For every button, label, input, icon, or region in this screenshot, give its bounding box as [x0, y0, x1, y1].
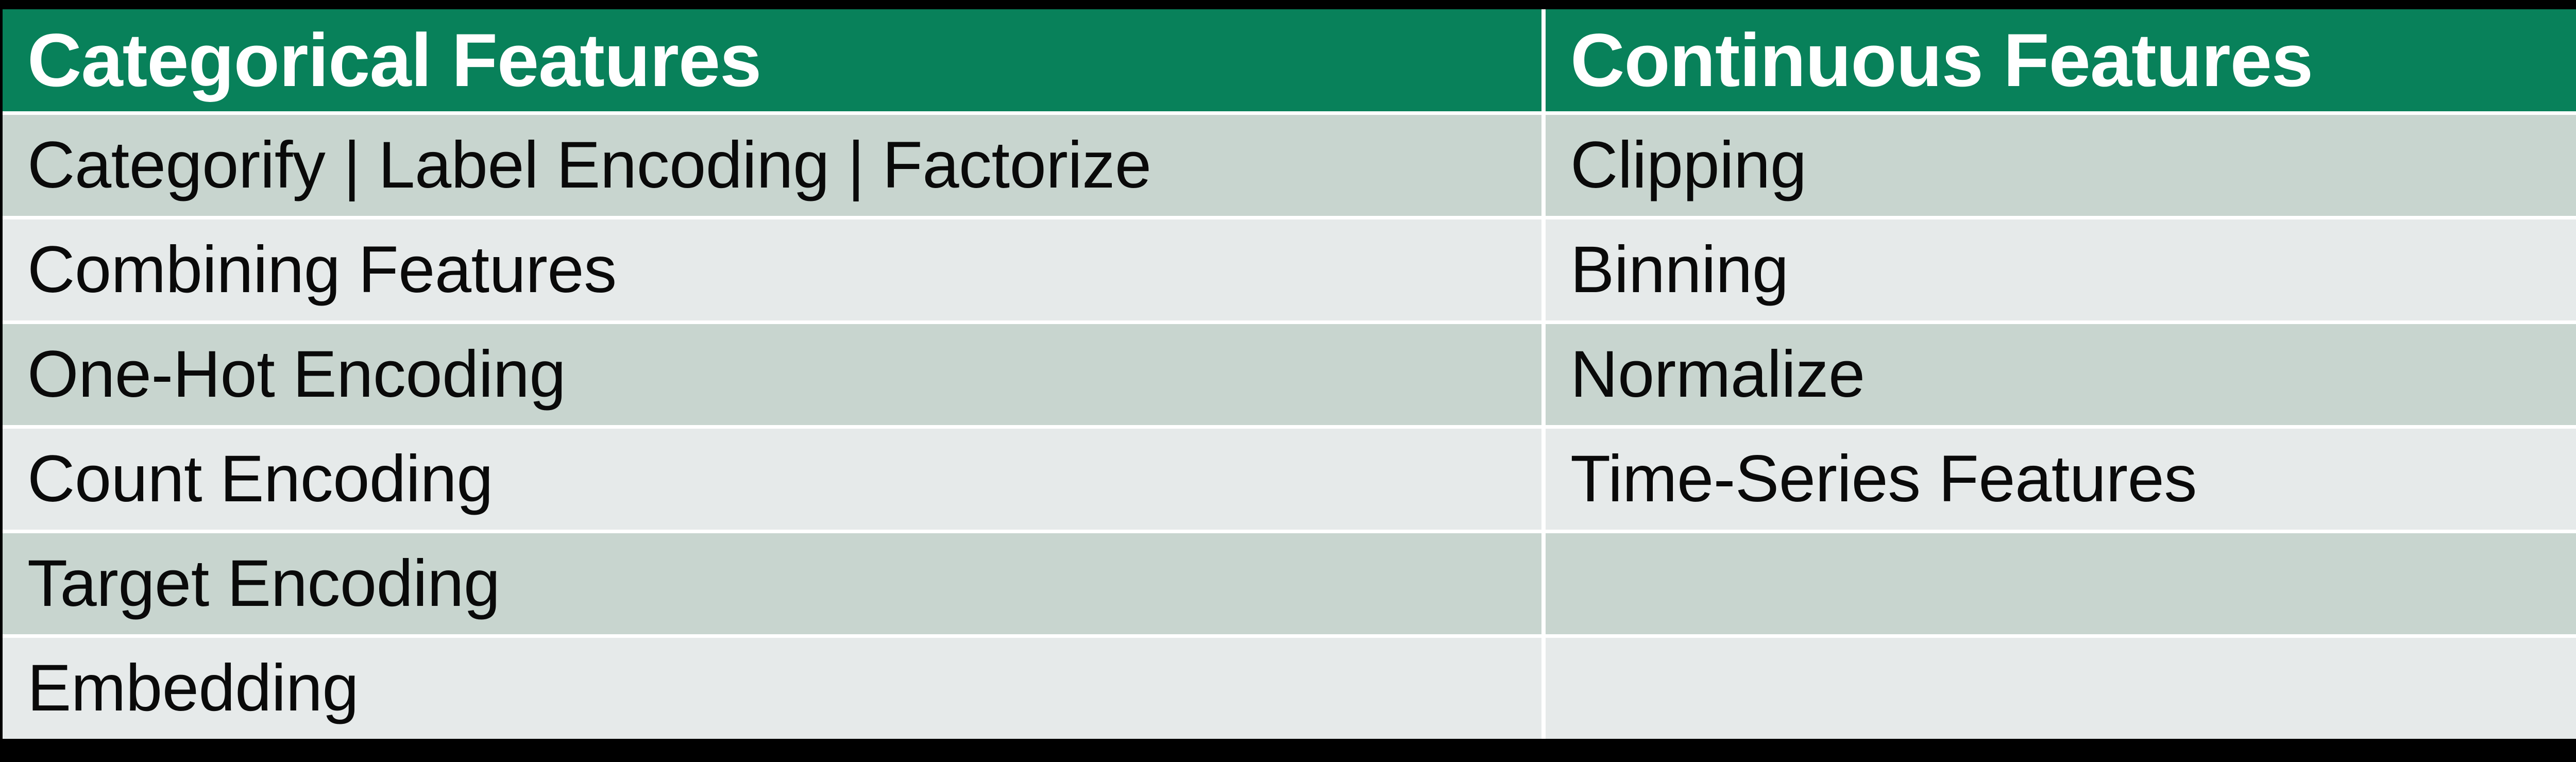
- cell-continuous: Time-Series Features: [1546, 425, 2576, 530]
- feature-table-container: Categorical Features Continuous Features…: [3, 9, 2576, 739]
- column-header-categorical: Categorical Features: [3, 9, 1541, 111]
- header-gutter: [1541, 9, 1546, 111]
- cell-categorical: One-Hot Encoding: [3, 320, 1541, 425]
- cell-continuous-empty: [1546, 530, 2576, 634]
- cell-continuous-label: Binning: [1570, 233, 1789, 307]
- row-gutter: [1541, 530, 1546, 634]
- cell-continuous: Binning: [1546, 216, 2576, 320]
- table-body: Categorify | Label Encoding | Factorize …: [3, 111, 2576, 739]
- cell-categorical-label: Embedding: [27, 651, 359, 725]
- table-row: Combining Features Binning: [3, 216, 2576, 320]
- table-row: Target Encoding: [3, 530, 2576, 634]
- cell-categorical-label: One-Hot Encoding: [27, 337, 566, 411]
- table-row: Count Encoding Time-Series Features: [3, 425, 2576, 530]
- row-gutter: [1541, 320, 1546, 425]
- cell-continuous-label: Time-Series Features: [1570, 442, 2197, 516]
- table-row: One-Hot Encoding Normalize: [3, 320, 2576, 425]
- column-header-categorical-label: Categorical Features: [27, 18, 761, 102]
- table-row: Embedding: [3, 634, 2576, 739]
- feature-table: Categorical Features Continuous Features…: [3, 9, 2576, 739]
- cell-continuous: Clipping: [1546, 111, 2576, 216]
- cell-categorical: Embedding: [3, 634, 1541, 739]
- cell-continuous: Normalize: [1546, 320, 2576, 425]
- cell-continuous-empty: [1546, 634, 2576, 739]
- table-row: Categorify | Label Encoding | Factorize …: [3, 111, 2576, 216]
- row-gutter: [1541, 216, 1546, 320]
- cell-categorical-label: Categorify | Label Encoding | Factorize: [27, 128, 1151, 202]
- column-header-continuous: Continuous Features: [1546, 9, 2576, 111]
- cell-categorical: Categorify | Label Encoding | Factorize: [3, 111, 1541, 216]
- cell-categorical: Combining Features: [3, 216, 1541, 320]
- row-gutter: [1541, 425, 1546, 530]
- cell-categorical-label: Target Encoding: [27, 547, 500, 620]
- cell-continuous-label: Normalize: [1570, 337, 1865, 411]
- row-gutter: [1541, 634, 1546, 739]
- column-header-continuous-label: Continuous Features: [1570, 18, 2313, 102]
- cell-categorical: Target Encoding: [3, 530, 1541, 634]
- header-row: Categorical Features Continuous Features: [3, 9, 2576, 111]
- row-gutter: [1541, 111, 1546, 216]
- cell-categorical: Count Encoding: [3, 425, 1541, 530]
- cell-categorical-label: Count Encoding: [27, 442, 493, 516]
- cell-continuous-label: Clipping: [1570, 128, 1807, 202]
- cell-categorical-label: Combining Features: [27, 233, 617, 307]
- table-header: Categorical Features Continuous Features: [3, 9, 2576, 111]
